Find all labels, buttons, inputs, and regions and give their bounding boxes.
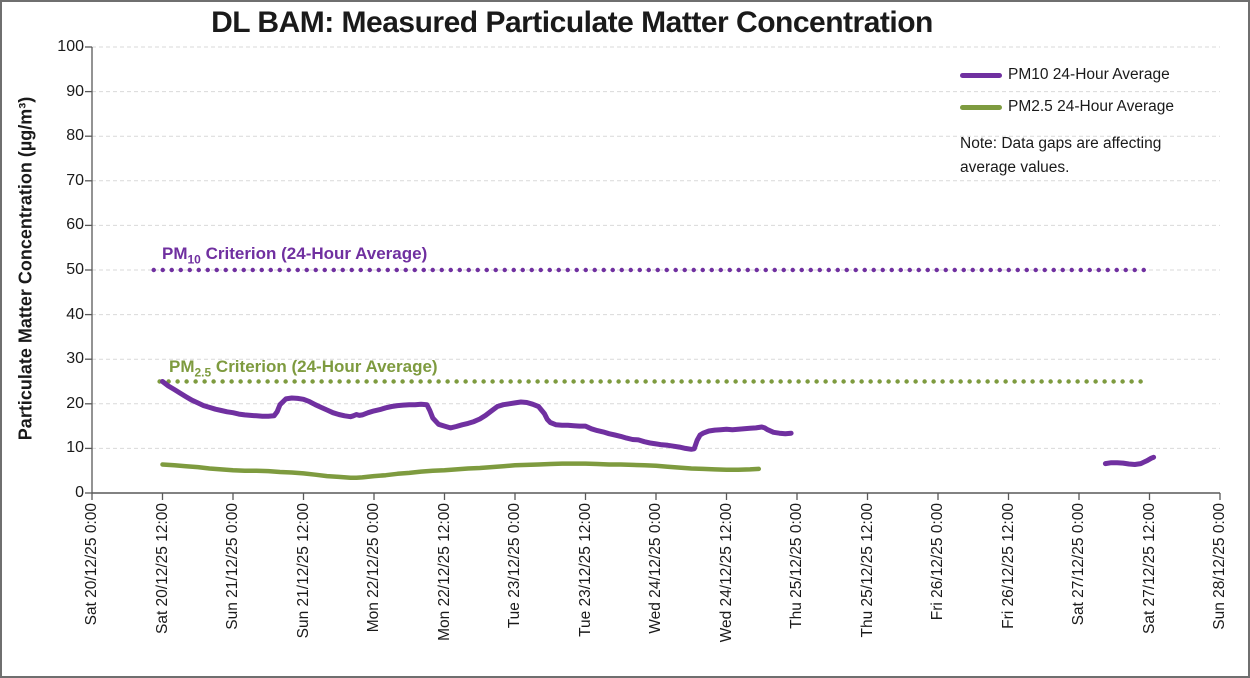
x-tick-label: Mon 22/12/25 12:00 [435, 503, 453, 641]
y-tick-label: 50 [66, 261, 84, 278]
x-tick-label: Sat 20/12/25 12:00 [153, 503, 171, 635]
pm10-criterion-label: PM10 Criterion (24-Hour Average) [162, 244, 428, 267]
chart-title: DL BAM: Measured Particulate Matter Conc… [211, 6, 933, 39]
legend-label-pm25: PM2.5 24-Hour Average [1008, 98, 1175, 115]
y-tick-label: 70 [66, 171, 84, 189]
x-tick-label: Fri 26/12/25 12:00 [999, 503, 1017, 629]
x-tick-label: Sun 21/12/25 0:00 [224, 503, 241, 630]
x-tick-label: Wed 24/12/25 12:00 [717, 503, 735, 643]
x-tick-label: Tue 23/12/25 12:00 [576, 503, 594, 637]
y-tick-label: 100 [57, 38, 84, 55]
x-tick-label: Fri 26/12/25 0:00 [929, 503, 946, 621]
y-tick-label: 40 [66, 305, 84, 323]
y-tick-label: 60 [66, 216, 84, 234]
y-tick-label: 90 [66, 82, 84, 100]
legend-label-pm10: PM10 24-Hour Average [1008, 66, 1170, 83]
x-tick-label: Sat 20/12/25 0:00 [83, 503, 100, 626]
y-tick-label: 20 [66, 394, 84, 412]
data-gaps-note: Note: Data gaps are affecting average va… [960, 135, 1162, 177]
x-tick-label: Wed 24/12/25 0:00 [647, 503, 664, 634]
y-axis-title: Particulate Matter Concentration (µg/m³) [15, 96, 36, 441]
y-tick-label: 30 [66, 350, 84, 368]
x-tick-label: Mon 22/12/25 0:00 [365, 503, 382, 633]
legend-entry-pm10: PM10 24-Hour Average [960, 62, 1222, 88]
x-tick-label: Sun 21/12/25 12:00 [294, 503, 312, 639]
y-tick-label: 0 [75, 484, 84, 501]
pm25-criterion-label: PM2.5 Criterion (24-Hour Average) [169, 357, 438, 380]
x-tick-label: Sat 27/12/25 12:00 [1140, 503, 1158, 635]
pm25-line-swatch [960, 104, 1002, 110]
y-tick-label: 10 [66, 439, 84, 457]
legend: PM10 24-Hour Average PM2.5 24-Hour Avera… [960, 62, 1222, 180]
y-tick-label: 80 [66, 127, 84, 145]
x-tick-label: Sat 27/12/25 0:00 [1070, 503, 1087, 626]
x-tick-label: Tue 23/12/25 0:00 [506, 503, 523, 629]
legend-entry-pm25: PM2.5 24-Hour Average [960, 94, 1222, 120]
x-tick-label: Thu 25/12/25 0:00 [788, 503, 805, 629]
x-tick-label: Thu 25/12/25 12:00 [858, 503, 876, 638]
x-tick-label: Sun 28/12/25 0:00 [1211, 503, 1228, 630]
pm10-line-swatch [960, 72, 1002, 78]
